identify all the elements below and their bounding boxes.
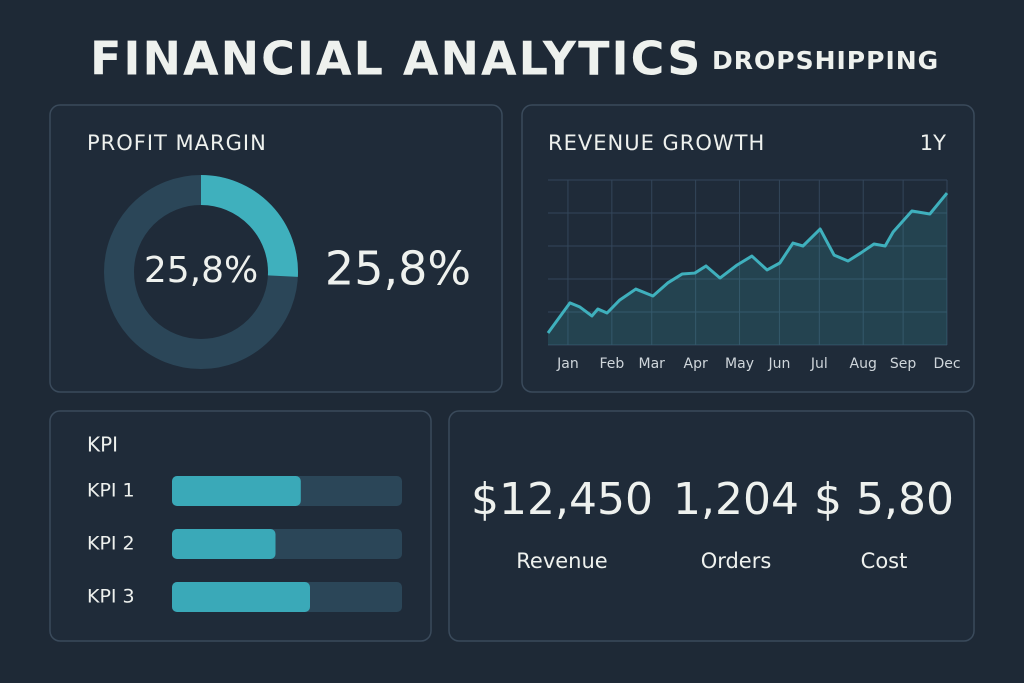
subtitle: DROPSHIPPING bbox=[712, 46, 939, 75]
title: FINANCIAL ANALYTICS bbox=[90, 32, 702, 86]
value-label: 25,8% bbox=[325, 242, 471, 296]
x-tick-label: Jan bbox=[556, 356, 579, 372]
bar bbox=[172, 582, 310, 612]
x-tick-label: May bbox=[725, 356, 754, 372]
donut-center-label: 25,8% bbox=[144, 250, 258, 291]
x-tick-label: Apr bbox=[684, 356, 708, 372]
bar bbox=[172, 529, 276, 559]
donut-arc bbox=[200, 175, 298, 277]
x-tick-label: Sep bbox=[890, 356, 917, 372]
line bbox=[546, 192, 949, 334]
category-label: KPI 3 bbox=[87, 586, 135, 608]
panel bbox=[448, 410, 975, 642]
area bbox=[548, 193, 947, 345]
period: 1Y bbox=[920, 131, 946, 155]
category-label: KPI 2 bbox=[87, 533, 135, 555]
stat-label: Orders bbox=[701, 549, 772, 573]
stat-label: Cost bbox=[861, 549, 908, 573]
stat-value: 1,204 bbox=[673, 474, 799, 525]
x-tick-label: Aug bbox=[850, 356, 877, 372]
stat-label: Revenue bbox=[516, 549, 607, 573]
stat-value: $ 5,80 bbox=[814, 474, 954, 525]
panel-title: KPI bbox=[87, 433, 118, 457]
panel-title: REVENUE GROWTH bbox=[548, 131, 765, 155]
x-tick-label: Jul bbox=[810, 356, 828, 372]
x-tick-label: Feb bbox=[599, 356, 624, 372]
x-tick-label: Mar bbox=[639, 356, 666, 372]
stat-value: $12,450 bbox=[471, 474, 653, 525]
bar bbox=[172, 476, 301, 506]
category-label: KPI 1 bbox=[87, 480, 135, 502]
x-tick-label: Jun bbox=[767, 356, 790, 372]
panel bbox=[521, 104, 975, 393]
x-tick-label: Dec bbox=[933, 356, 960, 372]
panel-title: PROFIT MARGIN bbox=[87, 131, 267, 155]
